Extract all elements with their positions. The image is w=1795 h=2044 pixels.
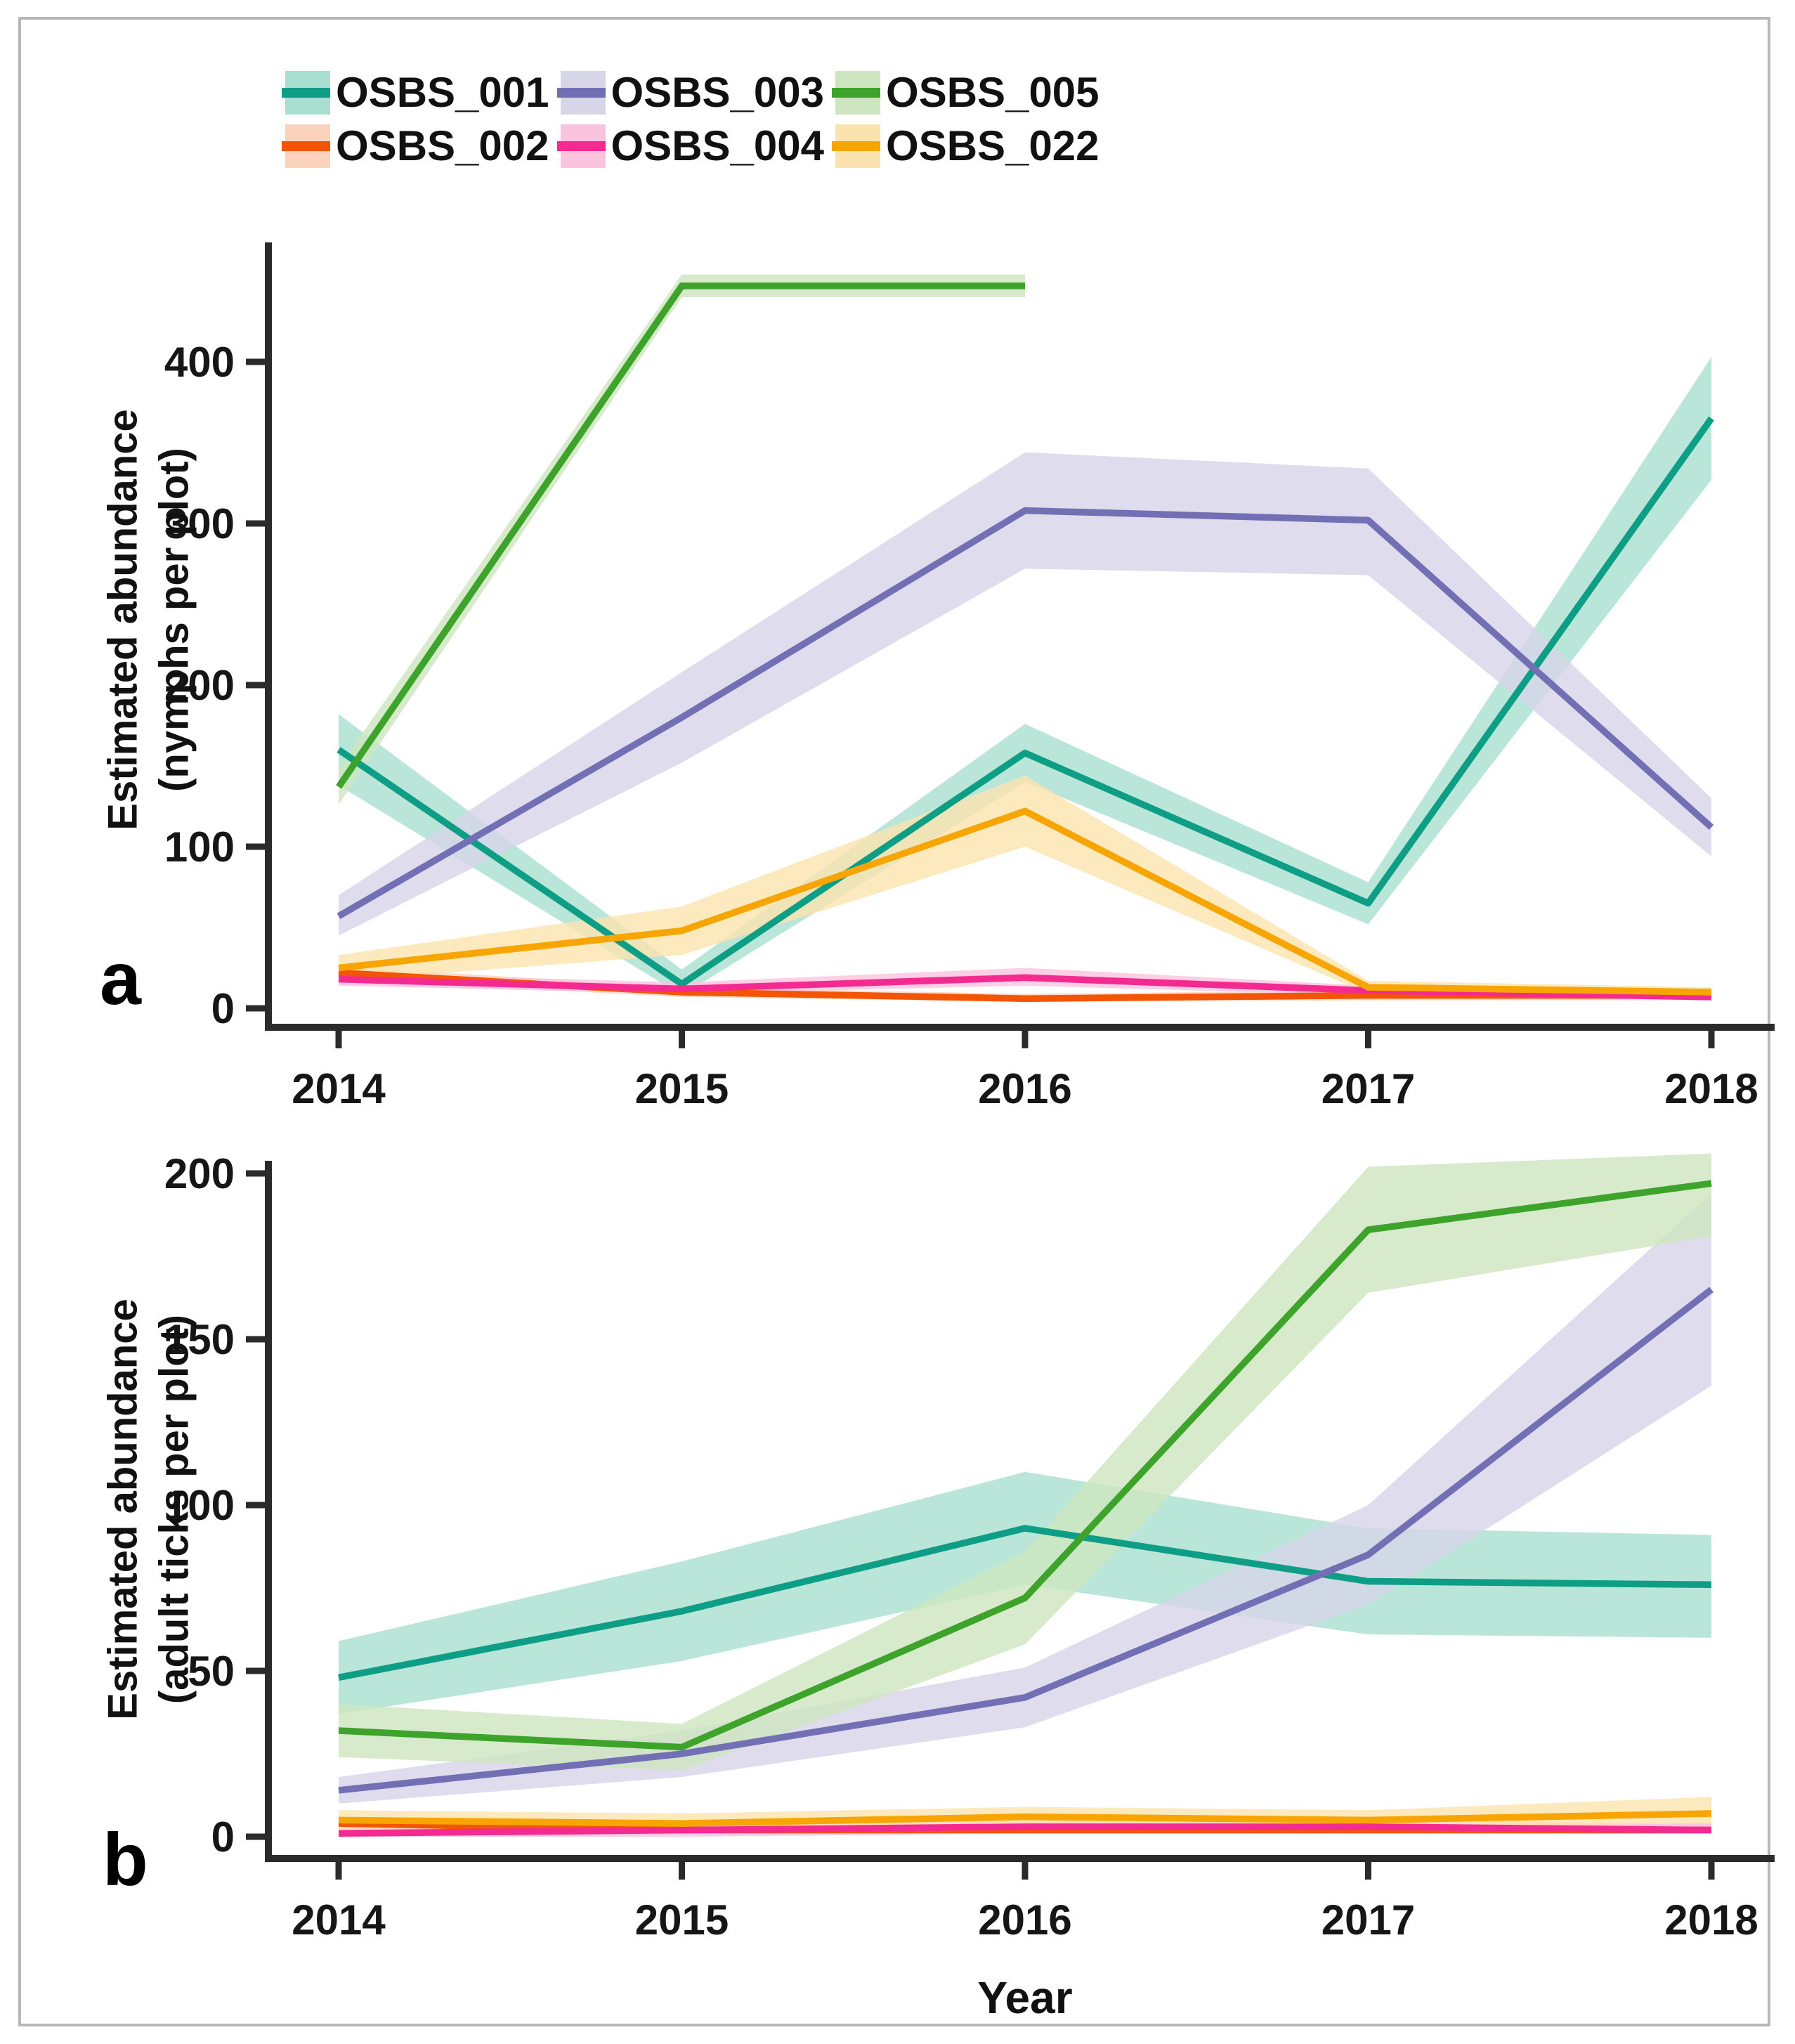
x-tick-label: 2018 xyxy=(1664,1896,1758,1944)
x-axis-label: Year xyxy=(977,1972,1073,2023)
y-axis-label-line1: Estimated abundance xyxy=(100,1298,146,1720)
line-OSBS_022 xyxy=(338,807,1712,996)
legend-item-osbs-022: OSBS_022 xyxy=(832,122,1099,169)
legend-key-swatch xyxy=(556,71,606,115)
legend-key-line xyxy=(832,141,881,151)
legend-key-swatch xyxy=(556,124,606,168)
line-OSBS_003 xyxy=(338,1287,1714,1794)
legend-item-label: OSBS_003 xyxy=(611,69,825,116)
y-tick-label: 300 xyxy=(164,500,235,547)
x-tick-label: 2015 xyxy=(635,1065,729,1112)
legend-item-label: OSBS_002 xyxy=(336,122,549,169)
y-tick-label: 200 xyxy=(164,1150,235,1197)
x-tick-label: 2014 xyxy=(292,1065,386,1112)
y-tick-label: 200 xyxy=(164,662,235,709)
line-OSBS_005 xyxy=(338,1180,1712,1751)
ribbon-OSBS_003 xyxy=(339,452,1711,936)
legend-item-label: OSBS_004 xyxy=(611,122,825,169)
line-OSBS_004 xyxy=(338,974,1712,1001)
legend-key-line xyxy=(832,88,881,98)
x-tick-label: 2017 xyxy=(1321,1065,1415,1112)
x-tick-label: 2014 xyxy=(292,1896,386,1944)
panel-label-a: a xyxy=(100,937,141,1020)
panel-label-b: b xyxy=(103,1818,148,1901)
y-axis-label-line2: (nymphs per plot) xyxy=(151,448,197,792)
line-OSBS_001 xyxy=(337,416,1714,988)
y-axis-label-line2: (adult ticks per plot) xyxy=(151,1314,197,1705)
x-tick-label: 2015 xyxy=(635,1896,729,1944)
line-OSBS_003 xyxy=(337,507,1714,920)
legend-item-osbs-002: OSBS_002 xyxy=(282,122,549,169)
legend-key-swatch xyxy=(282,71,330,115)
legend-key-swatch xyxy=(282,124,330,168)
ribbon-OSBS_005 xyxy=(339,1153,1711,1771)
y-tick-label: 150 xyxy=(164,1316,235,1363)
figure-frame xyxy=(18,17,1770,2026)
line-OSBS_022 xyxy=(338,1810,1712,1827)
panel-b: 0 50 100 150 200 2014 2015 2016 2017 2018 xyxy=(164,1150,1775,1944)
ribbon-OSBS_022 xyxy=(339,775,1711,997)
y-tick-label: 400 xyxy=(164,339,235,386)
legend-item-label: OSBS_022 xyxy=(886,122,1099,169)
legend: OSBS_001 OSBS_002 OSBS_003 OSBS_004 OSBS… xyxy=(282,66,1099,173)
panel-a: 0 100 200 300 400 2014 2015 2016 2017 2018 xyxy=(164,242,1775,1112)
x-tick-label: 2016 xyxy=(978,1896,1071,1944)
legend-item-label: OSBS_005 xyxy=(886,69,1099,116)
y-tick-label: 100 xyxy=(164,1482,235,1529)
y-tick-label: 0 xyxy=(211,1814,235,1861)
legend-key-line xyxy=(556,141,606,151)
line-OSBS_004 xyxy=(338,1823,1712,1837)
y-axis-label-panel-b: Estimated abundance (adult ticks per plo… xyxy=(98,1298,200,1719)
legend-item-osbs-001: OSBS_001 xyxy=(282,69,549,116)
legend-item-osbs-004: OSBS_004 xyxy=(556,122,825,169)
x-tick-label: 2017 xyxy=(1321,1896,1415,1944)
legend-item-osbs-005: OSBS_005 xyxy=(832,69,1099,116)
line-OSBS_005 xyxy=(336,282,1025,789)
legend-key-swatch xyxy=(832,124,881,168)
line-OSBS_001 xyxy=(338,1525,1712,1681)
legend-key-swatch xyxy=(832,71,881,115)
legend-item-osbs-003: OSBS_003 xyxy=(556,69,825,116)
y-tick-label: 0 xyxy=(211,985,235,1032)
legend-item-label: OSBS_001 xyxy=(336,69,549,116)
y-tick-label: 50 xyxy=(188,1648,235,1695)
y-axis-label-line1: Estimated abundance xyxy=(100,409,146,831)
x-tick-label: 2018 xyxy=(1664,1065,1758,1112)
legend-key-line xyxy=(282,88,330,98)
legend-key-line xyxy=(282,141,330,151)
y-axis-label-panel-a: Estimated abundance (nymphs per plot) xyxy=(98,409,200,830)
x-tick-label: 2016 xyxy=(978,1065,1071,1112)
y-tick-label: 100 xyxy=(164,824,235,871)
legend-key-line xyxy=(556,88,606,98)
